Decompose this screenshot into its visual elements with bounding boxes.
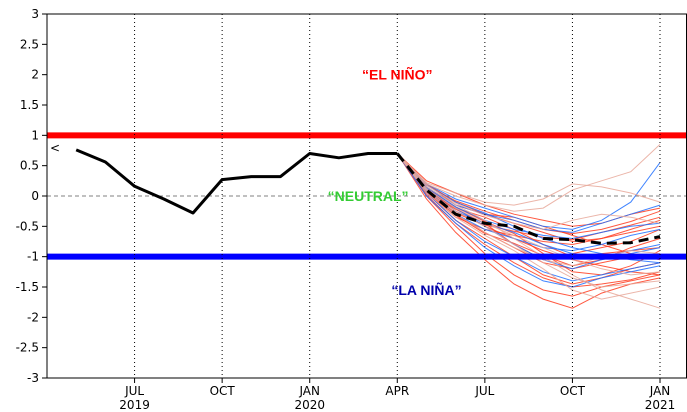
ensemble-member-line bbox=[396, 153, 661, 288]
y-tick-label: -3 bbox=[27, 371, 39, 385]
y-tick-label: -0.5 bbox=[16, 219, 39, 233]
ensemble-member-line bbox=[396, 153, 661, 230]
y-tick-label: 0.5 bbox=[20, 159, 39, 173]
x-tick-label: APR bbox=[385, 384, 409, 398]
ensemble-member-line bbox=[396, 153, 661, 288]
el-nino-label: “EL NIÑO” bbox=[362, 66, 433, 83]
ensemble-member-line bbox=[396, 153, 661, 309]
y-tick-label: 1.5 bbox=[20, 98, 39, 112]
ensemble-member-line bbox=[396, 144, 661, 212]
ensemble-member-line bbox=[396, 153, 661, 300]
x-tick-label: JUL bbox=[474, 384, 494, 398]
y-tick-label: -1.5 bbox=[16, 280, 39, 294]
x-tick-label: OCT bbox=[210, 384, 236, 398]
threshold-lines-layer bbox=[47, 132, 687, 260]
x-tick-label: JUL bbox=[124, 384, 144, 398]
y-tick-label: 2 bbox=[31, 68, 39, 82]
series-layer bbox=[75, 148, 661, 245]
ensemble-member-line bbox=[396, 153, 661, 309]
y-tick-label: 2.5 bbox=[20, 37, 39, 51]
y-tick-label: -2.5 bbox=[16, 341, 39, 355]
ensemble-member-line bbox=[396, 153, 661, 297]
ensemble-mean-line bbox=[396, 152, 661, 245]
x-tick-label: JAN bbox=[649, 384, 671, 398]
y-tick-label: 0 bbox=[31, 189, 39, 203]
la-nina-label: “LA NIÑA” bbox=[391, 281, 461, 298]
y-ticks-layer: -3 -2.5 -2 -1.5 -1 -0.5 0 0.5 1 1.5 2 2.5 3 bbox=[16, 7, 47, 385]
y-tick-label: 3 bbox=[31, 7, 39, 21]
y-tick-label: 1 bbox=[31, 128, 39, 142]
ensemble-member-line bbox=[396, 153, 661, 288]
ensemble-member-line bbox=[396, 153, 661, 230]
observed-line bbox=[75, 148, 398, 215]
neutral-label: “NEUTRAL” bbox=[328, 188, 409, 204]
ensemble-member-line bbox=[396, 153, 661, 276]
x-tick-year-label: 2020 bbox=[294, 398, 325, 412]
ensemble-member-line bbox=[396, 153, 661, 206]
x-tick-year-label: 2021 bbox=[645, 398, 676, 412]
x-tick-label: JAN bbox=[298, 384, 320, 398]
regime-labels-layer: “EL NIÑO” “NEUTRAL” “LA NIÑA” bbox=[328, 66, 462, 298]
x-tick-label: OCT bbox=[560, 384, 586, 398]
x-tick-year-label: 2019 bbox=[119, 398, 150, 412]
start-marker: < bbox=[50, 141, 60, 155]
y-tick-label: -1 bbox=[27, 250, 39, 264]
y-tick-label: -2 bbox=[27, 310, 39, 324]
